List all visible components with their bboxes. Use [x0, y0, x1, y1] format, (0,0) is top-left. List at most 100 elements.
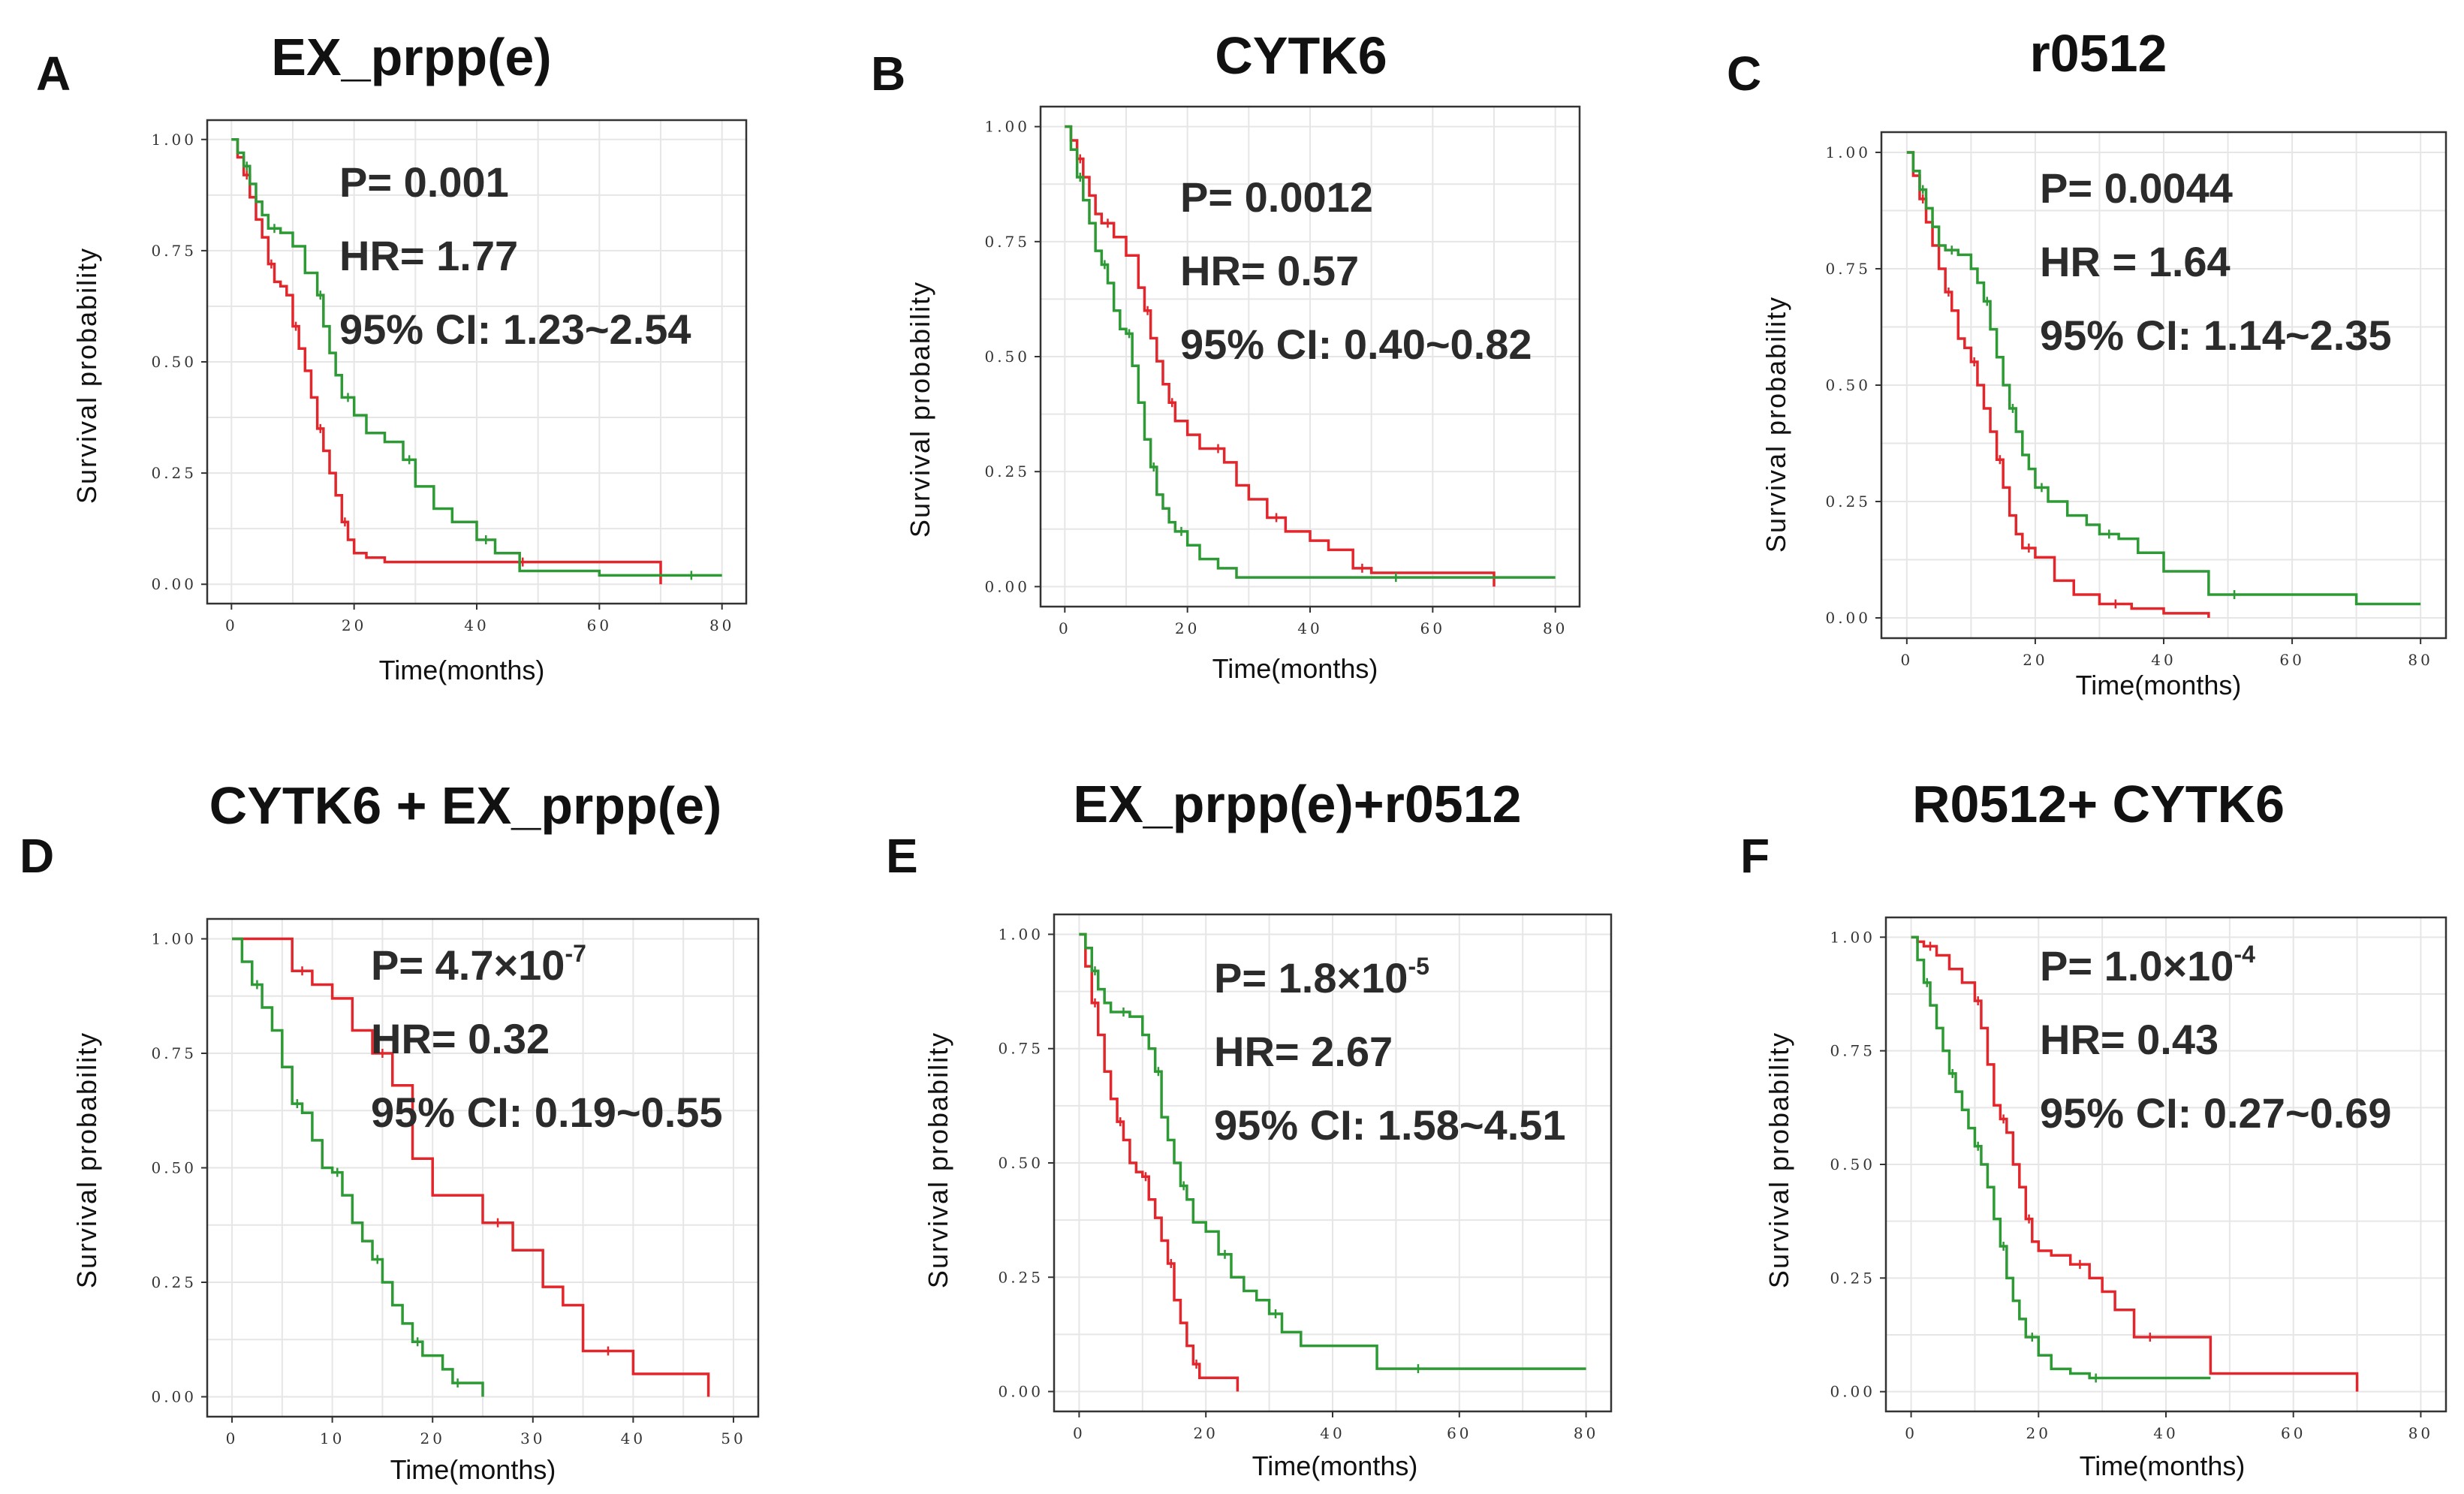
x-tick-label: 20 — [2026, 1424, 2051, 1442]
x-tick-label: 0 — [1073, 1424, 1086, 1442]
panel-letter: A — [36, 47, 71, 101]
panel-letter: F — [1740, 829, 1770, 883]
x-tick-label: 0 — [226, 1429, 239, 1447]
km-curve-red — [1906, 151, 2210, 619]
km-curve-green — [1065, 125, 1556, 579]
y-tick-label: 0.50 — [1825, 376, 1871, 394]
x-tick-label: 80 — [709, 616, 734, 634]
y-tick-label: 0.00 — [1830, 1383, 1875, 1401]
confidence-interval: 95% CI: 1.23~2.54 — [339, 306, 691, 353]
plot-frame — [206, 119, 748, 605]
chart-title: EX_prpp(e) — [271, 28, 551, 86]
x-tick-label: 20 — [420, 1429, 444, 1447]
confidence-interval: 95% CI: 0.27~0.69 — [2040, 1089, 2392, 1137]
chart-title: CYTK6 + EX_prpp(e) — [209, 776, 722, 835]
x-tick-label: 40 — [1320, 1424, 1345, 1442]
p-value: P= 0.0044 — [2040, 164, 2233, 212]
y-tick-label: 0.50 — [1830, 1155, 1875, 1173]
panel-f: F R0512+ CYTK6 0 20 40 60 80 0.00 0.25 0.50 0.75 1.… — [1740, 775, 2447, 1481]
y-tick-label: 0.00 — [984, 577, 1030, 595]
confidence-interval: 95% CI: 1.14~2.35 — [2040, 312, 2392, 359]
panel-a: A EX_prpp(e) 0 20 40 60 80 0.00 0.25 0.50 0.75 1.00… — [36, 28, 748, 685]
confidence-interval: 95% CI: 0.40~0.82 — [1180, 321, 1532, 368]
p-value-exponent: -7 — [565, 940, 586, 967]
km-curve-red — [1065, 125, 1496, 587]
y-tick-label: 0.50 — [151, 1159, 197, 1177]
chart-title: R0512+ CYTK6 — [1912, 775, 2285, 833]
hazard-ratio: HR= 1.77 — [339, 232, 518, 279]
x-tick-label: 40 — [2153, 1424, 2178, 1442]
x-tick-label: 40 — [464, 616, 489, 634]
p-value-exponent: -5 — [1408, 953, 1429, 980]
x-tick-label: 20 — [1175, 619, 1200, 637]
y-axis-label: Survival probability — [1761, 296, 1791, 553]
y-axis-label: Survival probability — [1764, 1032, 1794, 1288]
gridlines — [1041, 107, 1580, 607]
y-tick-label: 0.25 — [984, 462, 1030, 480]
gridlines — [1054, 914, 1611, 1411]
y-tick-label: 1.00 — [151, 930, 197, 948]
x-axis-label: Time(months) — [1212, 653, 1378, 684]
x-tick-label: 80 — [1574, 1424, 1598, 1442]
x-tick-label: 60 — [2279, 651, 2304, 669]
y-axis-label: Survival probability — [905, 281, 935, 538]
plot-frame — [1880, 131, 2447, 640]
p-value-text: P= 1.0×10 — [2040, 942, 2234, 989]
confidence-interval: 95% CI: 0.19~0.55 — [371, 1089, 723, 1136]
km-curve-red — [1911, 935, 2359, 1392]
y-tick-label: 0.75 — [998, 1040, 1044, 1058]
y-axis-label: Survival probability — [923, 1032, 953, 1288]
hazard-ratio: HR = 1.64 — [2040, 238, 2231, 285]
chart-title: CYTK6 — [1215, 26, 1387, 85]
x-tick-label: 40 — [2151, 651, 2176, 669]
p-value: P= 4.7×10-7 — [371, 940, 586, 989]
x-tick-label: 30 — [520, 1429, 545, 1447]
p-value-text: P= 0.0012 — [1180, 173, 1373, 221]
km-curve-red — [232, 937, 710, 1397]
panel-letter: D — [20, 829, 54, 883]
y-tick-label: 0.25 — [151, 1273, 197, 1291]
hazard-ratio: HR= 0.57 — [1180, 247, 1359, 294]
p-value: P= 1.8×10-5 — [1214, 953, 1429, 1002]
gridlines — [207, 919, 758, 1417]
y-tick-label: 0.75 — [1825, 260, 1871, 278]
y-tick-label: 0.25 — [1825, 492, 1871, 511]
panel-letter: B — [871, 47, 905, 101]
y-tick-label: 0.00 — [151, 575, 197, 593]
p-value-text: P= 0.0044 — [2040, 164, 2233, 212]
panel-d: D CYTK6 + EX_prpp(e) 0 10 20 30 40 50 0.00 0.25 0.… — [20, 776, 760, 1485]
y-tick-label: 0.50 — [151, 353, 197, 371]
x-axis-label: Time(months) — [2076, 670, 2242, 700]
chart-title: r0512 — [2030, 24, 2167, 83]
x-tick-label: 40 — [1297, 619, 1322, 637]
y-tick-label: 0.25 — [1830, 1269, 1875, 1287]
x-axis-label: Time(months) — [2080, 1450, 2246, 1481]
x-tick-label: 80 — [2408, 651, 2432, 669]
x-tick-label: 0 — [1900, 651, 1913, 669]
y-tick-label: 1.00 — [1825, 143, 1871, 161]
y-tick-label: 1.00 — [1830, 928, 1875, 946]
km-curve-red — [1079, 932, 1240, 1392]
x-axis-label: Time(months) — [379, 655, 545, 685]
y-tick-label: 0.00 — [998, 1383, 1044, 1401]
km-curve-green — [1911, 935, 2211, 1380]
y-tick-label: 0.25 — [151, 464, 197, 482]
km-curve-green — [1079, 932, 1586, 1370]
y-tick-label: 0.25 — [998, 1268, 1044, 1286]
p-value: P= 1.0×10-4 — [2040, 941, 2255, 989]
x-tick-label: 0 — [1905, 1424, 1917, 1442]
x-tick-label: 0 — [225, 616, 238, 634]
gridlines — [207, 120, 746, 604]
y-axis-label: Survival probability — [71, 1032, 102, 1288]
x-tick-label: 80 — [1543, 619, 1568, 637]
y-tick-label: 0.50 — [998, 1154, 1044, 1172]
chart-title: EX_prpp(e)+r0512 — [1073, 775, 1521, 833]
y-tick-label: 0.50 — [984, 348, 1030, 366]
y-tick-label: 0.75 — [151, 242, 197, 260]
hazard-ratio: HR= 2.67 — [1214, 1028, 1393, 1075]
p-value-text: P= 1.8×10 — [1214, 954, 1408, 1002]
hazard-ratio: HR= 0.32 — [371, 1015, 550, 1062]
x-tick-label: 20 — [342, 616, 366, 634]
x-tick-label: 0 — [1059, 619, 1071, 637]
